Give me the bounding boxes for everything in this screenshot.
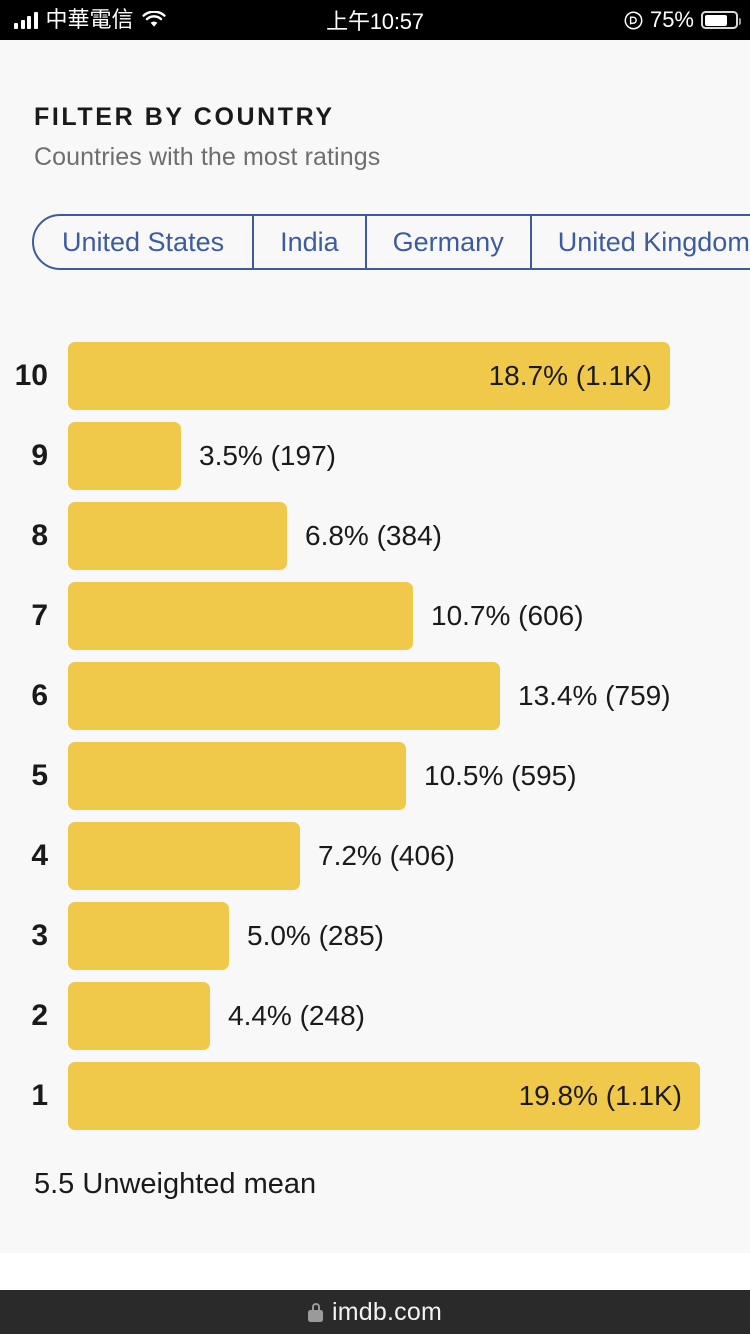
rotation-lock-icon [624, 11, 643, 30]
ratings-bar-chart: 10 18.7% (1.1K) 9 3.5% (197) 8 6. [0, 336, 750, 1136]
bar-value-label: 5.0% (285) [247, 920, 384, 951]
rating-bar [68, 982, 210, 1050]
bar-value-label: 10.5% (595) [424, 760, 577, 791]
status-bar-clock: 上午10:57 [326, 9, 424, 34]
unweighted-mean-label: 5.5 Unweighted mean [34, 1168, 317, 1200]
bar-track: 10.7% (606) [68, 579, 750, 653]
rating-label: 5 [31, 759, 48, 792]
bar-value-label: 4.4% (248) [228, 1000, 365, 1031]
rating-label: 4 [31, 839, 48, 872]
battery-icon [701, 11, 741, 29]
carrier-name: 中華電信 [45, 7, 134, 32]
rating-bar [68, 422, 181, 490]
bar-value-label: 3.5% (197) [199, 440, 336, 471]
bar-value-label: 13.4% (759) [518, 680, 671, 711]
rating-bar: 19.8% (1.1K) [68, 1062, 700, 1130]
chart-row: 2 4.4% (248) [0, 976, 750, 1056]
battery-percentage: 75% [649, 7, 694, 32]
chart-row: 1 19.8% (1.1K) [0, 1056, 750, 1136]
status-bar-left: 中華電信 [14, 0, 166, 40]
rating-bar [68, 662, 500, 730]
chart-row: 10 18.7% (1.1K) [0, 336, 750, 416]
rating-bar [68, 502, 287, 570]
bar-track: 4.4% (248) [68, 979, 750, 1053]
bar-track: 10.5% (595) [68, 739, 750, 813]
rating-label: 10 [14, 359, 48, 392]
page-content: User ratings FILTER BY COUNTRY Countries… [0, 0, 750, 1200]
bar-value-label: 18.7% (1.1K) [488, 360, 652, 391]
bar-track: 18.7% (1.1K) [68, 339, 750, 413]
rating-bar [68, 822, 300, 890]
rating-label: 9 [31, 439, 48, 472]
chart-row: 7 10.7% (606) [0, 576, 750, 656]
rating-bar: 18.7% (1.1K) [68, 342, 670, 410]
rating-label: 8 [31, 519, 48, 552]
rating-label: 2 [31, 999, 48, 1032]
filter-section-subtitle: Countries with the most ratings [34, 143, 381, 171]
filter-section-title: FILTER BY COUNTRY [34, 103, 335, 131]
wifi-icon [141, 10, 166, 29]
country-option-united-kingdom[interactable]: United Kingdom [529, 216, 750, 268]
rating-label: 3 [31, 919, 48, 952]
chart-row: 5 10.5% (595) [0, 736, 750, 816]
country-option-united-states[interactable]: United States [62, 226, 225, 257]
bar-track: 13.4% (759) [68, 659, 750, 733]
rating-label: 7 [31, 599, 48, 632]
chart-row: 8 6.8% (384) [0, 496, 750, 576]
bar-value-label: 7.2% (406) [318, 840, 455, 871]
rating-bar [68, 902, 229, 970]
bar-track: 3.5% (197) [68, 419, 750, 493]
rating-label: 1 [31, 1079, 48, 1112]
safari-bottom-bar[interactable]: imdb.com [0, 1290, 750, 1334]
rating-bar [68, 582, 413, 650]
chart-row: 3 5.0% (285) [0, 896, 750, 976]
padlock-icon [308, 1302, 324, 1322]
country-option-germany[interactable]: Germany [364, 216, 530, 268]
rating-bar [68, 742, 406, 810]
bar-value-label: 19.8% (1.1K) [518, 1080, 682, 1111]
bar-value-label: 10.7% (606) [431, 600, 584, 631]
bar-track: 19.8% (1.1K) [68, 1059, 750, 1133]
chart-row: 4 7.2% (406) [0, 816, 750, 896]
ios-status-bar: 中華電信 上午10:57 75% [0, 0, 750, 40]
chart-row: 9 3.5% (197) [0, 416, 750, 496]
bar-value-label: 6.8% (384) [305, 520, 442, 551]
bar-track: 5.0% (285) [68, 899, 750, 973]
status-bar-right: 75% [624, 0, 741, 40]
signal-bars-icon [14, 11, 38, 29]
bar-track: 6.8% (384) [68, 499, 750, 573]
bar-track: 7.2% (406) [68, 819, 750, 893]
rating-label: 6 [31, 679, 48, 712]
site-domain[interactable]: imdb.com [332, 1297, 442, 1326]
chart-row: 6 13.4% (759) [0, 656, 750, 736]
country-filter-segmented-control[interactable]: United States India Germany United Kingd… [32, 214, 750, 270]
country-option-india[interactable]: India [252, 216, 365, 268]
